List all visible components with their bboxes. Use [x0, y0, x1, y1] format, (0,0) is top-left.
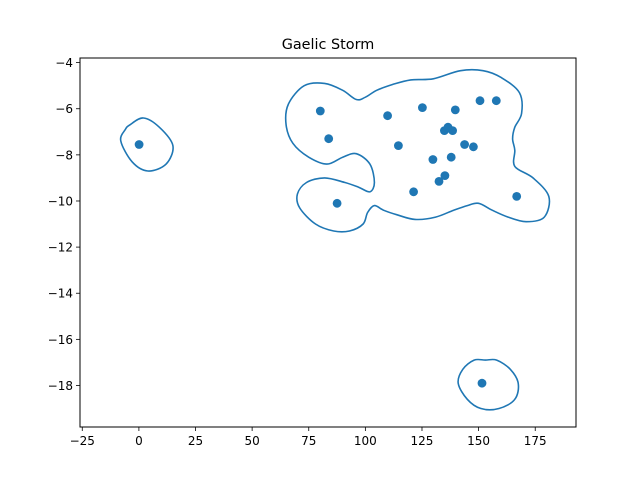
x-tick-label: 175: [524, 434, 547, 448]
data-point: [448, 126, 457, 135]
data-point: [491, 96, 501, 106]
data-point: [477, 378, 487, 388]
y-axis: −4 −6 −8 −10 −12 −14 −16 −18: [48, 56, 80, 393]
y-tick-label: −6: [55, 102, 73, 116]
data-point: [418, 103, 427, 112]
data-point: [469, 142, 478, 152]
y-tick-label: −4: [55, 56, 73, 70]
x-tick-label: 150: [467, 434, 490, 448]
data-point: [134, 140, 144, 149]
y-tick-label: −8: [55, 148, 73, 162]
data-point: [450, 105, 460, 115]
data-point: [440, 171, 450, 181]
x-tick-label: −25: [70, 434, 95, 448]
data-point: [460, 140, 469, 149]
data-point: [383, 111, 392, 121]
x-tick-label: 25: [188, 434, 203, 448]
chart-title: Gaelic Storm: [282, 37, 375, 53]
data-points: [134, 96, 522, 388]
data-point: [512, 192, 522, 201]
data-point: [434, 177, 444, 186]
x-tick-label: 100: [354, 434, 377, 448]
density-contour-2: [457, 358, 520, 411]
density-contours: [119, 68, 551, 411]
y-tick-label: −16: [48, 333, 73, 347]
data-point: [324, 134, 334, 144]
density-contour-1: [284, 68, 551, 233]
data-point: [315, 106, 325, 116]
y-tick-label: −18: [48, 379, 73, 393]
plot-frame: [79, 57, 577, 428]
y-tick-label: −12: [48, 241, 73, 255]
data-point: [446, 152, 456, 162]
data-point: [475, 96, 485, 106]
y-tick-label: −10: [48, 194, 73, 208]
y-tick-label: −14: [48, 287, 73, 301]
x-axis: −25 0 25 50 75 100 125 150 175: [70, 427, 547, 448]
density-contour-0: [119, 117, 174, 172]
data-point: [394, 141, 403, 151]
x-tick-label: 0: [135, 434, 143, 448]
data-point: [409, 187, 418, 197]
x-tick-label: 125: [411, 434, 434, 448]
data-point: [332, 198, 342, 208]
x-tick-label: 50: [244, 434, 259, 448]
data-point: [428, 155, 438, 164]
x-tick-label: 75: [301, 434, 316, 448]
